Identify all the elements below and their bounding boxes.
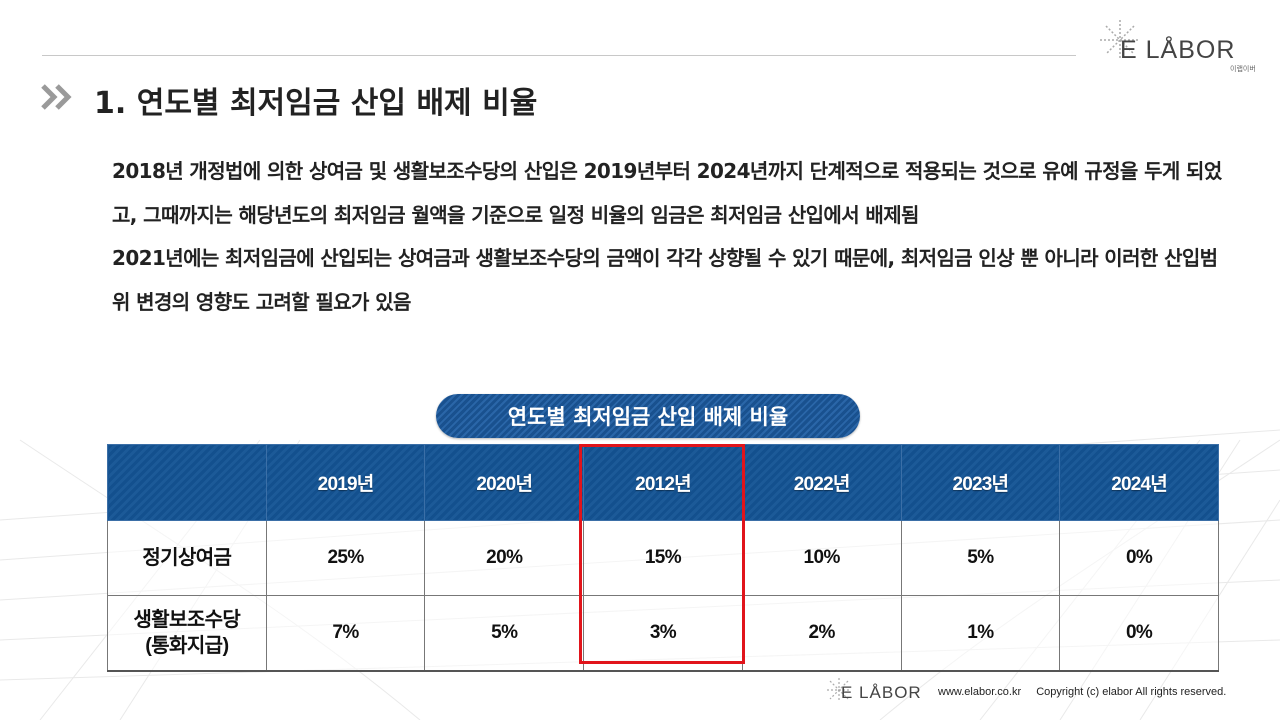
row-label-line: 생활보조수당	[133, 609, 241, 631]
row-label: 생활보조수당 (통화지급)	[107, 595, 267, 672]
exclusion-rate-table: 2019년 2020년 2012년 2022년 2023년 2024년 정기상여…	[107, 444, 1219, 672]
paragraph: 2018년 개정법에 의한 상여금 및 생활보조수당의 산입은 2019년부터 …	[112, 159, 1222, 227]
header-cell-year: 2020년	[424, 444, 585, 521]
header-cell-year: 2012년	[583, 444, 743, 521]
table-title-badge: 연도별 최저임금 산입 배제 비율	[436, 394, 860, 438]
footer-logo: E LÅBOR	[826, 674, 930, 708]
logo-spark-icon	[1100, 20, 1138, 60]
rate-cell: 2%	[741, 595, 902, 672]
header-cell-year: 2023년	[900, 444, 1061, 521]
top-divider	[42, 55, 1076, 56]
row-label-line: 정기상여금	[142, 547, 232, 569]
header-cell-year: 2022년	[741, 444, 902, 521]
table-header-row: 2019년 2020년 2012년 2022년 2023년 2024년	[107, 444, 1219, 521]
rate-cell: 5%	[424, 595, 585, 672]
rate-cell: 7%	[265, 595, 426, 672]
table-row: 생활보조수당 (통화지급) 7% 5% 3% 2% 1% 0%	[107, 595, 1219, 672]
footer-logo-wordmark: E LÅBOR	[841, 683, 922, 702]
elabor-logo: E LÅBOR 이랩이버	[1098, 16, 1268, 74]
logo-wordmark: E LÅBOR	[1120, 36, 1236, 64]
header-cell-empty	[107, 444, 267, 521]
rate-cell: 25%	[265, 520, 426, 596]
header-cell-year: 2019년	[265, 444, 426, 521]
rate-cell: 10%	[741, 520, 902, 596]
rate-cell: 0%	[1059, 595, 1219, 672]
rate-cell: 15%	[583, 520, 743, 596]
page-title: 1. 연도별 최저임금 산입 배제 비율	[94, 86, 538, 121]
double-chevron-icon	[41, 84, 72, 110]
rate-cell: 3%	[583, 595, 743, 672]
row-label: 정기상여금	[107, 520, 267, 596]
rate-cell: 5%	[900, 520, 1061, 596]
logo-subtext: 이랩이버	[1230, 65, 1256, 73]
footer-copyright: Copyright (c) elabor All rights reserved…	[1036, 686, 1227, 698]
footer-url: www.elabor.co.kr	[938, 686, 1022, 698]
rate-cell: 1%	[900, 595, 1061, 672]
paragraph: 2021년에는 최저임금에 산입되는 상여금과 생활보조수당의 금액이 각각 상…	[112, 246, 1218, 314]
rate-cell: 20%	[424, 520, 585, 596]
table-row: 정기상여금 25% 20% 15% 10% 5% 0%	[107, 520, 1219, 596]
footer-text: www.elabor.co.kr Copyright (c) elabor Al…	[938, 686, 1226, 698]
row-label-line: (통화지급)	[145, 635, 229, 657]
footer-logo-spark-icon	[827, 678, 851, 702]
header-cell-year: 2024년	[1059, 444, 1219, 521]
body-text: 2018년 개정법에 의한 상여금 및 생활보조수당의 산입은 2019년부터 …	[112, 150, 1222, 324]
rate-cell: 0%	[1059, 520, 1219, 596]
